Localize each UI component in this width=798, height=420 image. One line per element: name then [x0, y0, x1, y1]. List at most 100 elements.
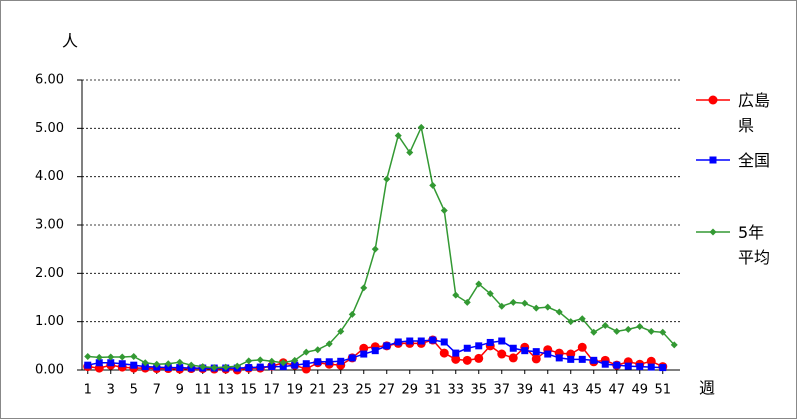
data-point	[348, 354, 356, 362]
x-tick-label: 49	[631, 383, 648, 398]
data-point	[107, 359, 115, 367]
data-point	[544, 303, 552, 311]
data-point	[164, 360, 172, 368]
data-point	[337, 357, 345, 365]
data-point	[302, 348, 310, 356]
data-point	[359, 343, 369, 353]
data-point	[636, 323, 644, 330]
data-point	[279, 363, 287, 371]
data-point	[440, 207, 448, 214]
x-tick-label: 21	[309, 383, 326, 398]
x-tick-label: 51	[654, 383, 671, 398]
data-point	[199, 363, 207, 371]
data-point	[417, 123, 425, 131]
data-point	[153, 360, 161, 368]
data-point	[567, 355, 575, 363]
x-tick-label: 15	[240, 383, 257, 398]
data-point	[577, 342, 587, 352]
data-point	[84, 352, 92, 360]
data-point	[439, 348, 449, 358]
y-tick-label: 3.00	[35, 218, 64, 233]
y-tick-label: 2.00	[35, 266, 64, 281]
y-unit-label: 人	[62, 32, 78, 51]
legend-label: 広島県	[738, 91, 771, 135]
data-point	[141, 359, 149, 367]
data-point	[440, 338, 448, 346]
x-tick-label: 3	[107, 383, 115, 398]
data-point	[256, 356, 264, 364]
legend-marker	[709, 228, 717, 236]
data-point	[555, 354, 563, 362]
data-point	[508, 353, 518, 363]
x-tick-label: 9	[176, 383, 184, 398]
data-point	[532, 304, 540, 312]
data-point	[141, 363, 149, 371]
data-point	[84, 361, 92, 369]
data-point	[187, 361, 195, 369]
data-point	[245, 364, 253, 372]
data-point	[463, 298, 471, 306]
legend-marker	[708, 95, 718, 105]
series-line	[87, 124, 675, 369]
data-point	[256, 363, 264, 371]
data-point	[578, 355, 586, 363]
data-point	[268, 363, 276, 371]
y-tick-label: 1.00	[35, 314, 64, 329]
data-point	[429, 336, 437, 344]
data-point	[429, 181, 437, 189]
y-tick-label: 5.00	[35, 121, 64, 136]
data-point	[337, 327, 345, 335]
x-tick-label: 7	[153, 383, 161, 398]
data-point	[176, 358, 184, 366]
data-point	[130, 361, 138, 369]
data-point	[474, 353, 484, 363]
data-point	[360, 284, 368, 292]
data-point	[486, 290, 494, 298]
x-tick-label: 17	[263, 383, 280, 398]
data-point	[624, 362, 632, 370]
data-point	[371, 245, 379, 253]
data-point	[451, 354, 461, 364]
data-point	[498, 302, 506, 310]
data-point	[383, 342, 391, 350]
data-point	[210, 364, 218, 372]
x-tick-label: 31	[424, 383, 441, 398]
data-point	[521, 347, 529, 355]
x-tick-label: 23	[332, 383, 349, 398]
data-point	[659, 364, 667, 372]
x-tick-label: 25	[355, 383, 372, 398]
data-point	[302, 360, 310, 368]
data-point	[314, 346, 322, 354]
x-tick-label: 47	[608, 383, 625, 398]
x-tick-label: 33	[447, 383, 464, 398]
x-tick-label: 39	[516, 383, 533, 398]
data-point	[118, 360, 126, 368]
data-point	[107, 353, 115, 361]
data-point	[531, 354, 541, 364]
data-point	[486, 338, 494, 346]
data-point	[394, 338, 402, 346]
x-tick-label: 43	[562, 383, 579, 398]
y-tick-label: 0.00	[35, 363, 64, 378]
x-tick-label: 5	[130, 383, 138, 398]
data-point	[578, 315, 586, 323]
data-point	[164, 364, 172, 372]
x-tick-label: 41	[539, 383, 556, 398]
data-point	[291, 356, 299, 364]
data-point	[544, 350, 552, 358]
data-point	[95, 359, 103, 367]
data-point	[452, 291, 460, 299]
x-tick-label: 19	[286, 383, 303, 398]
data-point	[647, 327, 655, 335]
data-point	[601, 322, 609, 330]
data-point	[279, 359, 287, 367]
data-point	[95, 353, 103, 361]
data-point	[497, 349, 507, 359]
data-point	[590, 356, 598, 364]
data-point	[222, 363, 230, 371]
data-point	[521, 299, 529, 307]
legend-marker	[709, 156, 717, 164]
